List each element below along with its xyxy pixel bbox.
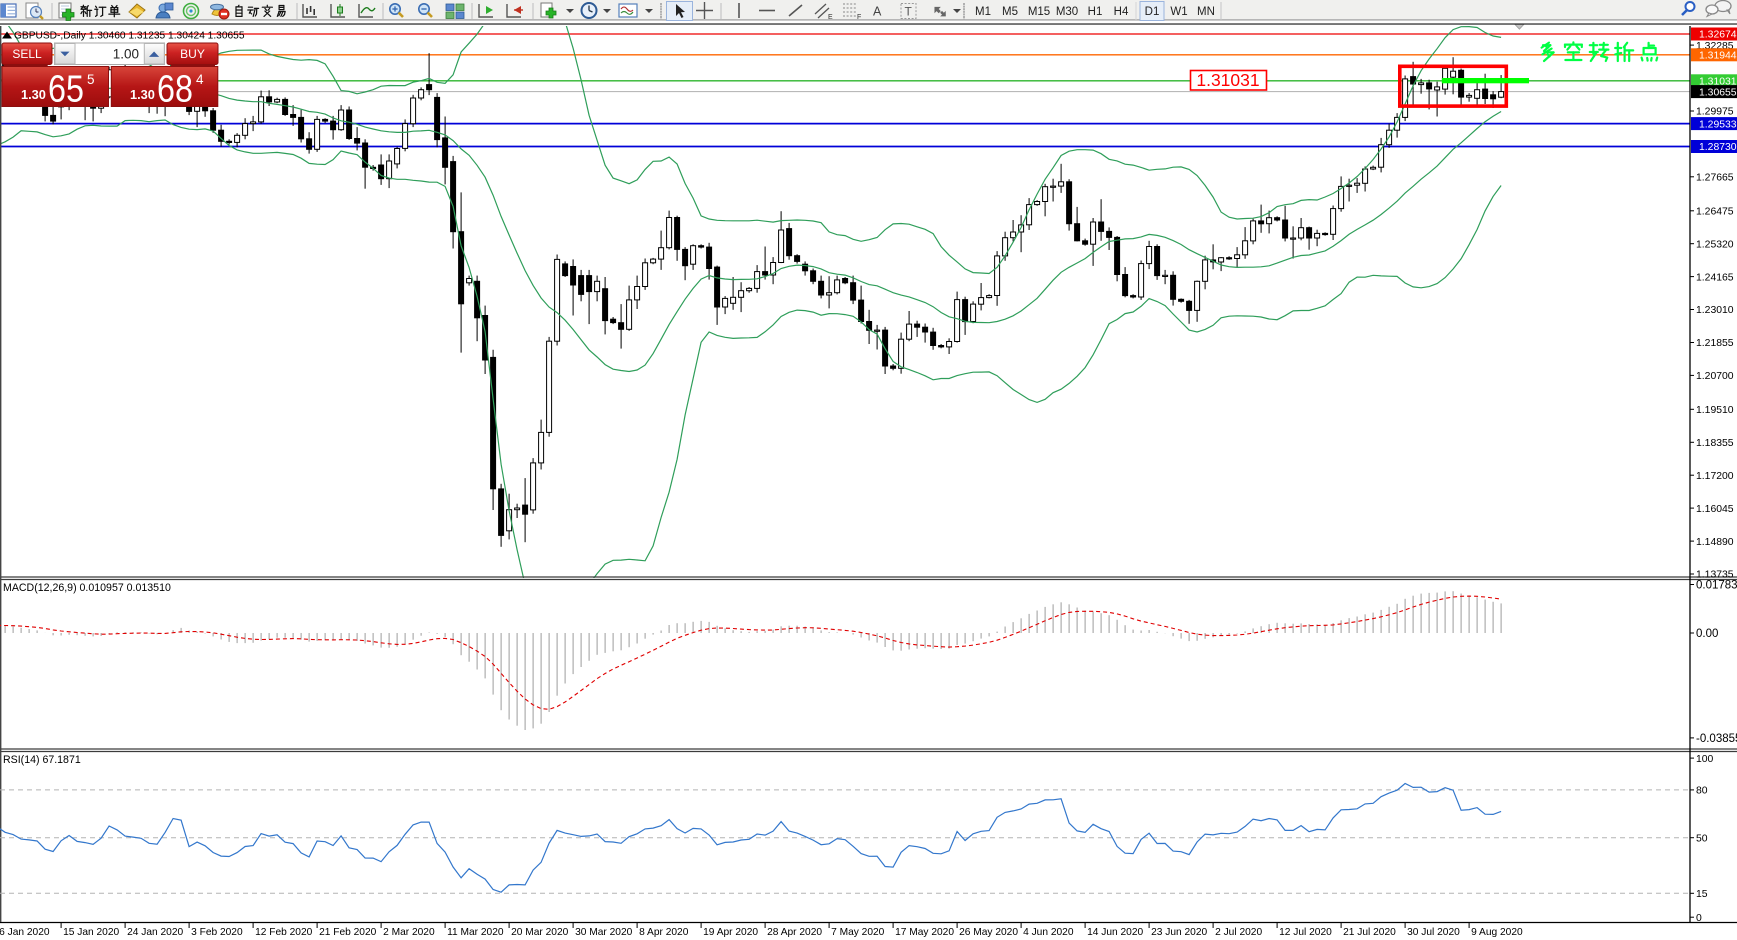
svg-text:BUY: BUY [180, 47, 205, 61]
svg-text:14 Jun 2020: 14 Jun 2020 [1087, 927, 1143, 938]
svg-text:17 May 2020: 17 May 2020 [895, 927, 954, 938]
svg-text:21 Feb 2020: 21 Feb 2020 [319, 927, 377, 938]
svg-text:W1: W1 [1170, 6, 1187, 18]
svg-text:21 Jul 2020: 21 Jul 2020 [1343, 927, 1396, 938]
svg-text:5: 5 [87, 72, 95, 87]
svg-text:T: T [905, 5, 913, 19]
svg-text:1.16045: 1.16045 [1696, 504, 1734, 515]
svg-text:1.00: 1.00 [113, 47, 139, 62]
svg-text:50: 50 [1696, 833, 1708, 844]
svg-text:E: E [828, 14, 833, 21]
svg-text:80: 80 [1696, 786, 1708, 797]
svg-text:6 Jan 2020: 6 Jan 2020 [0, 927, 50, 938]
svg-text:15: 15 [1696, 889, 1708, 900]
svg-text:30 Mar 2020: 30 Mar 2020 [575, 927, 633, 938]
svg-text:30 Jul 2020: 30 Jul 2020 [1407, 927, 1460, 938]
svg-text:1.29975: 1.29975 [1696, 107, 1734, 118]
svg-text:1.31031: 1.31031 [1699, 77, 1737, 88]
svg-text:1.19510: 1.19510 [1696, 405, 1734, 416]
svg-text:1.30: 1.30 [21, 87, 46, 102]
svg-text:1.18355: 1.18355 [1696, 438, 1734, 449]
svg-text:12 Feb 2020: 12 Feb 2020 [255, 927, 313, 938]
svg-text:1.25320: 1.25320 [1696, 239, 1734, 250]
svg-text:1.28730: 1.28730 [1699, 142, 1737, 153]
svg-text:4 Jun 2020: 4 Jun 2020 [1023, 927, 1074, 938]
svg-text:M30: M30 [1056, 6, 1078, 18]
svg-text:65: 65 [48, 68, 84, 110]
svg-text:SELL: SELL [12, 47, 42, 61]
svg-text:24 Jan 2020: 24 Jan 2020 [127, 927, 183, 938]
svg-text:8 Apr 2020: 8 Apr 2020 [639, 927, 689, 938]
svg-text:1.30: 1.30 [130, 87, 155, 102]
svg-text:2 Jul 2020: 2 Jul 2020 [1215, 927, 1262, 938]
svg-text:1.14890: 1.14890 [1696, 537, 1734, 548]
svg-text:0.00: 0.00 [1696, 628, 1718, 640]
svg-text:15 Jan 2020: 15 Jan 2020 [63, 927, 119, 938]
svg-text:H4: H4 [1114, 6, 1129, 18]
svg-text:23 Jun 2020: 23 Jun 2020 [1151, 927, 1207, 938]
svg-text:RSI(14) 67.1871: RSI(14) 67.1871 [3, 754, 81, 766]
svg-text:GBPUSD-,Daily 1.30460 1.31235: GBPUSD-,Daily 1.30460 1.31235 1.30424 1.… [14, 30, 245, 41]
svg-text:1.13735: 1.13735 [1696, 570, 1734, 581]
svg-text:1.26475: 1.26475 [1696, 207, 1734, 218]
svg-text:12 Jul 2020: 12 Jul 2020 [1279, 927, 1332, 938]
svg-text:1.17200: 1.17200 [1696, 471, 1734, 482]
svg-text:68: 68 [157, 68, 193, 110]
svg-text:-0.038559: -0.038559 [1696, 733, 1737, 745]
svg-text:28 Apr 2020: 28 Apr 2020 [767, 927, 822, 938]
svg-text:0.017833: 0.017833 [1696, 580, 1737, 592]
svg-text:1.21855: 1.21855 [1696, 338, 1734, 349]
svg-text:11 Mar 2020: 11 Mar 2020 [447, 927, 504, 938]
svg-text:F: F [857, 14, 861, 21]
svg-text:M1: M1 [975, 6, 991, 18]
svg-text:4: 4 [196, 72, 204, 87]
svg-text:M5: M5 [1002, 6, 1018, 18]
svg-text:9 Aug 2020: 9 Aug 2020 [1471, 927, 1523, 938]
svg-text:1.23010: 1.23010 [1696, 305, 1734, 316]
svg-text:MN: MN [1197, 6, 1215, 18]
svg-text:7 May 2020: 7 May 2020 [831, 927, 885, 938]
svg-text:1.29533: 1.29533 [1699, 119, 1737, 130]
svg-text:1.32285: 1.32285 [1696, 41, 1734, 52]
svg-text:1.31031: 1.31031 [1196, 70, 1259, 90]
svg-text:1.31944: 1.31944 [1699, 51, 1737, 62]
svg-text:26 May 2020: 26 May 2020 [959, 927, 1018, 938]
svg-text:100: 100 [1696, 754, 1714, 765]
svg-text:A: A [873, 5, 882, 19]
svg-text:M15: M15 [1028, 6, 1050, 18]
svg-text:1.32674: 1.32674 [1699, 30, 1737, 41]
svg-text:1.27665: 1.27665 [1696, 173, 1734, 184]
svg-text:H1: H1 [1088, 6, 1103, 18]
svg-text:MACD(12,26,9) 0.010957 0.01351: MACD(12,26,9) 0.010957 0.013510 [3, 582, 171, 594]
svg-text:1.20700: 1.20700 [1696, 371, 1734, 382]
svg-text:19 Apr 2020: 19 Apr 2020 [703, 927, 758, 938]
svg-text:1.24165: 1.24165 [1696, 272, 1734, 283]
svg-text:0: 0 [1696, 913, 1702, 924]
svg-text:1.30655: 1.30655 [1699, 87, 1737, 98]
svg-text:20 Mar 2020: 20 Mar 2020 [511, 927, 569, 938]
svg-text:3 Feb 2020: 3 Feb 2020 [191, 927, 243, 938]
svg-text:D1: D1 [1145, 6, 1160, 18]
svg-text:2 Mar 2020: 2 Mar 2020 [383, 927, 435, 938]
